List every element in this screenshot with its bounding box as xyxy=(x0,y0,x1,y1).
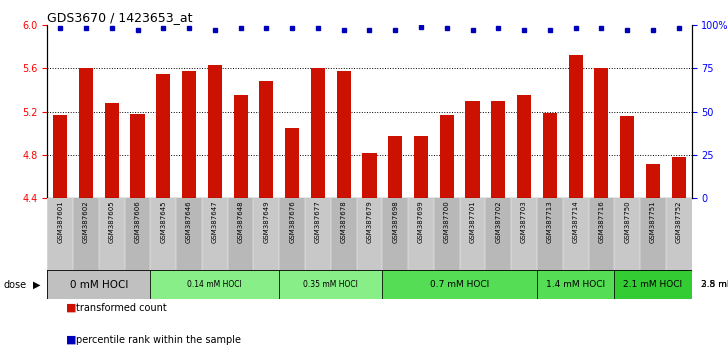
Text: 0.7 mM HOCl: 0.7 mM HOCl xyxy=(430,280,489,289)
Text: GSM387714: GSM387714 xyxy=(573,200,579,243)
Text: GSM387601: GSM387601 xyxy=(58,200,63,243)
Text: ▶: ▶ xyxy=(33,280,40,290)
Bar xyxy=(228,198,253,271)
Bar xyxy=(280,198,305,271)
Bar xyxy=(465,101,480,198)
Text: GSM387751: GSM387751 xyxy=(650,200,656,243)
Bar xyxy=(692,270,728,299)
Bar xyxy=(79,68,93,198)
Bar xyxy=(130,114,145,198)
Bar xyxy=(105,103,119,198)
Bar xyxy=(47,198,73,271)
Bar xyxy=(99,198,124,271)
Text: transformed count: transformed count xyxy=(76,303,167,313)
Bar xyxy=(434,198,459,271)
Text: GSM387750: GSM387750 xyxy=(624,200,630,243)
Text: percentile rank within the sample: percentile rank within the sample xyxy=(76,335,242,345)
Bar xyxy=(176,198,202,271)
Bar xyxy=(640,198,666,271)
Text: GSM387716: GSM387716 xyxy=(598,200,604,243)
Bar xyxy=(285,128,299,198)
Bar xyxy=(363,153,376,198)
Text: GSM387713: GSM387713 xyxy=(547,200,553,243)
Text: GSM387702: GSM387702 xyxy=(495,200,502,243)
Bar xyxy=(388,136,403,198)
Text: GSM387677: GSM387677 xyxy=(315,200,321,243)
Bar xyxy=(517,95,531,198)
Bar xyxy=(537,198,563,271)
Bar xyxy=(331,198,357,271)
Text: 0.35 mM HOCl: 0.35 mM HOCl xyxy=(304,280,358,289)
Bar xyxy=(543,113,557,198)
Text: GSM387703: GSM387703 xyxy=(521,200,527,243)
Bar xyxy=(47,270,151,299)
Text: GSM387701: GSM387701 xyxy=(470,200,475,243)
Bar xyxy=(182,72,196,198)
Bar xyxy=(672,157,686,198)
Bar xyxy=(305,198,331,271)
Bar xyxy=(692,270,728,299)
Bar xyxy=(73,198,99,271)
Bar xyxy=(614,270,692,299)
Bar xyxy=(124,198,151,271)
Bar xyxy=(408,198,434,271)
Bar xyxy=(666,198,692,271)
Bar xyxy=(53,115,67,198)
Bar xyxy=(569,55,582,198)
Text: GSM387645: GSM387645 xyxy=(160,200,166,243)
Text: GDS3670 / 1423653_at: GDS3670 / 1423653_at xyxy=(47,11,193,24)
Bar xyxy=(357,198,382,271)
Bar xyxy=(382,270,537,299)
Text: ■: ■ xyxy=(66,303,76,313)
Bar xyxy=(207,65,222,198)
Bar xyxy=(537,270,614,299)
Bar xyxy=(486,198,511,271)
Text: 0 mM HOCl: 0 mM HOCl xyxy=(70,280,128,290)
Bar xyxy=(646,164,660,198)
Bar xyxy=(151,198,176,271)
Bar xyxy=(157,74,170,198)
Bar xyxy=(311,68,325,198)
Bar xyxy=(202,198,228,271)
Text: dose: dose xyxy=(4,280,27,290)
Text: GSM387678: GSM387678 xyxy=(341,200,347,243)
Text: GSM387700: GSM387700 xyxy=(444,200,450,243)
Bar xyxy=(414,136,428,198)
Bar xyxy=(280,270,382,299)
Bar xyxy=(151,270,280,299)
Text: 0.14 mM HOCl: 0.14 mM HOCl xyxy=(187,280,242,289)
Text: GSM387679: GSM387679 xyxy=(366,200,373,243)
Bar xyxy=(614,198,640,271)
Text: GSM387698: GSM387698 xyxy=(392,200,398,243)
Bar xyxy=(440,115,454,198)
Text: GSM387647: GSM387647 xyxy=(212,200,218,243)
Text: GSM387606: GSM387606 xyxy=(135,200,141,243)
Bar xyxy=(491,101,505,198)
Bar xyxy=(588,198,614,271)
Text: GSM387646: GSM387646 xyxy=(186,200,192,243)
Bar xyxy=(459,198,486,271)
Text: GSM387605: GSM387605 xyxy=(108,200,115,243)
Bar xyxy=(253,198,280,271)
Bar xyxy=(259,81,274,198)
Text: 3.5 mM HOCl: 3.5 mM HOCl xyxy=(700,280,728,289)
Bar xyxy=(620,116,634,198)
Bar xyxy=(511,198,537,271)
Bar xyxy=(336,72,351,198)
Text: GSM387649: GSM387649 xyxy=(264,200,269,243)
Text: GSM387602: GSM387602 xyxy=(83,200,89,243)
Bar xyxy=(234,95,248,198)
Bar xyxy=(563,198,588,271)
Text: ■: ■ xyxy=(66,335,76,345)
Bar xyxy=(594,68,609,198)
Bar xyxy=(382,198,408,271)
Text: GSM387699: GSM387699 xyxy=(418,200,424,243)
Text: GSM387676: GSM387676 xyxy=(289,200,295,243)
Text: GSM387648: GSM387648 xyxy=(237,200,244,243)
Text: GSM387752: GSM387752 xyxy=(676,200,681,243)
Text: 2.1 mM HOCl: 2.1 mM HOCl xyxy=(623,280,683,289)
Text: 1.4 mM HOCl: 1.4 mM HOCl xyxy=(546,280,605,289)
Text: 2.8 mM HOCl: 2.8 mM HOCl xyxy=(700,280,728,289)
